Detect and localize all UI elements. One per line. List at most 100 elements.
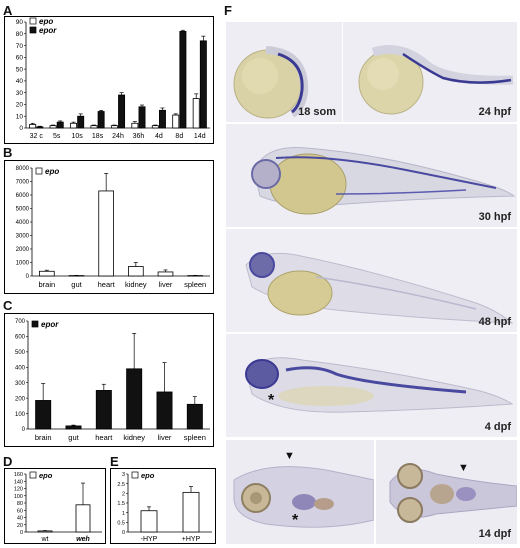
y-tick-label: 80 [17, 501, 23, 507]
photo-18-som: 18 som [226, 22, 342, 122]
y-tick-label: 700 [15, 319, 26, 325]
y-tick-label: 0 [20, 530, 23, 536]
x-tick-label: heart [98, 280, 116, 289]
y-tick-label: 1 [122, 511, 125, 517]
y-tick-label: 2000 [16, 247, 30, 253]
bar-epor-36h [138, 106, 146, 129]
x-tick-label: -HYP [141, 536, 158, 543]
y-tick-label: 60 [16, 55, 24, 62]
x-tick-label: 8d [175, 133, 183, 140]
stage-label-24-hpf: 24 hpf [478, 106, 511, 118]
bar-epor-kidney [126, 368, 143, 430]
y-tick-label: 8000 [16, 166, 30, 172]
x-tick-label: spleen [184, 280, 206, 289]
y-tick-label: 0 [26, 274, 30, 280]
y-tick-label: 70 [16, 43, 24, 50]
y-tick-label: 90 [16, 19, 24, 26]
x-tick-label: brain [35, 433, 52, 442]
y-tick-label: 1.5 [117, 501, 125, 507]
x-tick-label: kidney [125, 280, 147, 289]
y-tick-label: 100 [15, 412, 26, 418]
y-tick-label: 60 [17, 508, 23, 514]
arrowhead-14-dpf-lateral: ▼ [284, 450, 295, 462]
y-tick-label: 20 [16, 102, 24, 109]
bar-epor-heart [95, 390, 112, 430]
y-tick-label: 400 [15, 365, 26, 371]
bar-epo-32-c [29, 124, 37, 129]
bar-epo-24h [110, 125, 118, 129]
x-tick-label: liver [158, 433, 172, 442]
legend-swatch-epo [29, 17, 37, 25]
bar-epor-spleen [186, 403, 203, 430]
y-tick-label: 30 [16, 90, 24, 97]
x-tick-label: 14d [194, 133, 206, 140]
bar-epor-4d [158, 109, 166, 129]
y-tick-label: 40 [17, 516, 23, 522]
y-tick-label: 500 [15, 350, 26, 356]
x-tick-label: brain [38, 280, 55, 289]
legend-swatch-epor [31, 320, 39, 328]
bar-epor-24h [118, 94, 126, 129]
y-tick-label: 0.5 [117, 521, 125, 527]
photo-4-dpf: * 4 dpf [226, 334, 517, 437]
y-tick-label: 200 [15, 396, 26, 402]
x-tick-label: spleen [184, 433, 206, 442]
y-tick-label: 4000 [16, 220, 30, 226]
stage-label-48-hpf: 48 hpf [478, 316, 511, 328]
panel-label-b: B [3, 145, 13, 160]
bar-epo-wt [37, 530, 53, 533]
y-tick-label: 40 [16, 78, 24, 85]
y-tick-label: 7000 [16, 180, 30, 186]
bar-epo-36h [131, 122, 139, 129]
y-tick-label: 50 [16, 66, 24, 73]
bar-epor-18s [97, 111, 105, 129]
x-tick-label: wt [41, 536, 49, 543]
bar-epo-heart [98, 190, 114, 277]
bar-epor-32-c [36, 126, 44, 129]
photo-30-hpf: 30 hpf [226, 124, 517, 227]
y-tick-label: 0 [22, 427, 26, 433]
panel-label-d: D [3, 454, 13, 469]
x-tick-label: 36h [133, 133, 145, 140]
legend-swatch-epo [29, 471, 37, 479]
photo-24-hpf: 24 hpf [343, 22, 517, 122]
stage-label-30-hpf: 30 hpf [478, 211, 511, 223]
x-tick-label: 18s [92, 133, 104, 140]
legend-label-epo: epo [39, 471, 53, 480]
x-tick-label: 24h [112, 133, 124, 140]
y-tick-label: 120 [14, 487, 23, 493]
legend-swatch-epor [29, 26, 37, 34]
bar-epo-14d [192, 98, 200, 129]
y-tick-label: 6000 [16, 193, 30, 199]
photo-48-hpf: 48 hpf [226, 229, 517, 332]
bar-epo-4d [151, 125, 159, 129]
x-tick-label: kidney [123, 433, 145, 442]
photo-14-dpf-dorsal: ▼ 14 dpf [376, 440, 517, 544]
photo-14-dpf-lateral: * ▼ [226, 440, 374, 544]
y-tick-label: 5000 [16, 207, 30, 213]
legend-swatch-epo [35, 167, 43, 175]
y-tick-label: 20 [17, 523, 23, 529]
chart-a: 0 10 20 30 40 50 60 70 80 90 32 c 5s 10s 18s 24h 36h 4d 8… [4, 16, 214, 144]
y-tick-label: 600 [15, 335, 26, 341]
bar-epo-brain [39, 270, 55, 277]
y-tick-label: 1000 [16, 261, 30, 267]
y-tick-label: 140 [14, 479, 23, 485]
y-tick-label: 10 [16, 113, 24, 120]
bar-epo-10s [70, 122, 78, 129]
x-tick-label: 10s [71, 133, 83, 140]
bar-epo-8d [172, 114, 180, 129]
heart-asterisk-14-dpf: * [292, 512, 299, 529]
y-tick-label: 0 [19, 125, 23, 132]
x-tick-label: gut [71, 280, 82, 289]
y-tick-label: 0 [122, 530, 125, 536]
legend-label-epor: epor [39, 26, 57, 35]
bar-epo-weh [75, 504, 91, 533]
x-tick-label: weh [76, 536, 90, 543]
bar-epor-10s [77, 115, 85, 129]
y-tick-label: 100 [14, 494, 23, 500]
x-tick-label: 4d [155, 133, 163, 140]
x-tick-label: 32 c [30, 133, 44, 140]
chart-e: 0 0.5 1 1.5 2 2.5 3 -HYP +HYP epo [110, 468, 216, 544]
bar-epo--HYP [140, 510, 158, 533]
